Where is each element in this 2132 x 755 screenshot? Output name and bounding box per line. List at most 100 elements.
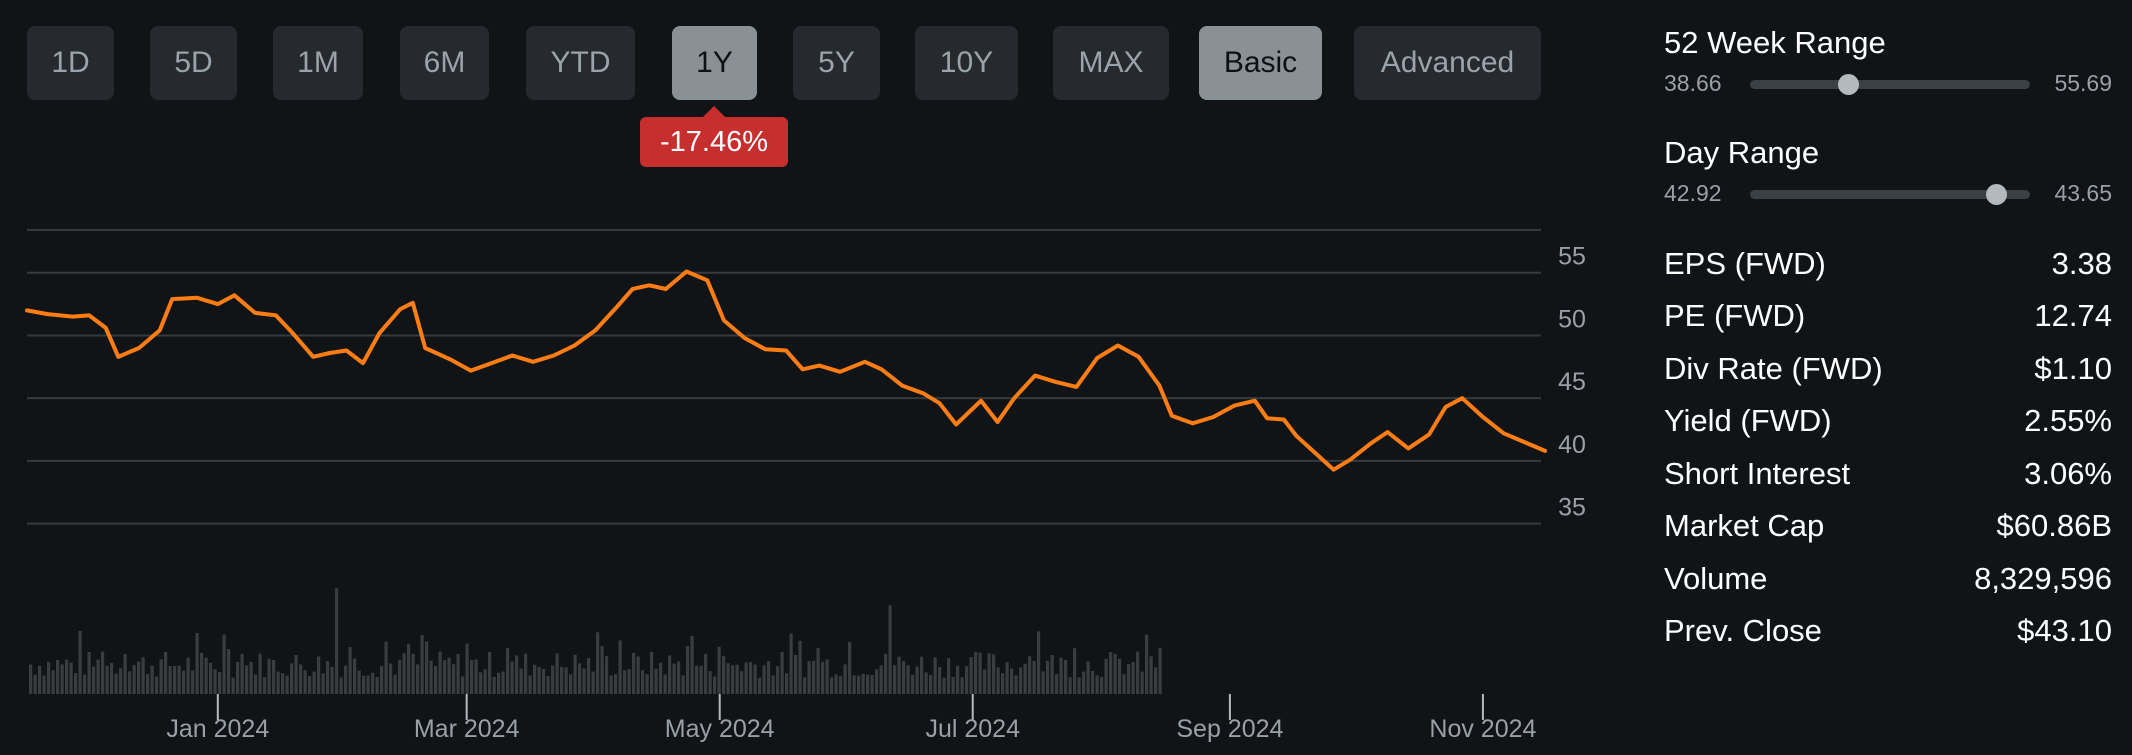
volume-bar [1068,677,1072,694]
volume-bar [339,677,343,694]
volume-bar [911,674,915,694]
volume-bar [969,657,973,694]
volume-bar [591,671,595,694]
volume-bar [78,630,82,694]
volume-bar [713,676,717,694]
volume-bar [240,653,244,694]
volume-bar [227,648,231,694]
volume-bar [452,664,456,694]
volume-bar [825,659,829,694]
stat-value: 8,329,596 [1974,561,2112,596]
volume-bar [915,666,919,694]
volume-bar [434,665,438,694]
volume-bar [164,652,168,694]
range-button-10y[interactable]: 10Y [915,26,1018,100]
stat-value: $43.10 [2017,613,2112,648]
range-button-1d[interactable]: 1D [27,26,114,100]
stat-label: Volume [1664,561,1768,596]
volume-bar [866,674,870,694]
volume-bar [1014,675,1018,694]
advanced-view-button[interactable]: Advanced [1354,26,1541,100]
range-button-ytd[interactable]: YTD [526,26,635,100]
volume-bar [1118,658,1122,694]
volume-bar [794,654,798,694]
volume-bar [1023,663,1027,694]
volume-bar [1113,653,1117,694]
volume-bar [600,645,604,694]
volume-bar [875,669,879,694]
volume-bar [1050,655,1054,694]
volume-bar [285,675,289,694]
volume-bar [672,663,676,694]
x-tick-label: Nov 2024 [1429,715,1536,743]
volume-bar [1041,671,1045,694]
volume-bar [627,669,631,694]
volume-bar [344,665,348,694]
volume-bar [960,677,964,694]
range-button-1m[interactable]: 1M [273,26,363,100]
week52-range-track [1750,74,2030,95]
volume-bar [348,647,352,694]
range-button-1y[interactable]: 1Y [672,26,757,100]
volume-bar [1086,661,1090,694]
volume-bar [681,675,685,694]
volume-bar [519,668,523,694]
volume-bar [1037,631,1041,694]
basic-view-button[interactable]: Basic [1199,26,1322,100]
volume-bar [497,672,501,694]
volume-bar [1154,667,1158,694]
volume-bar [947,658,951,694]
volume-bar [447,657,451,694]
volume-bar [1077,677,1081,694]
volume-bar [501,671,505,694]
range-button-5y[interactable]: 5Y [793,26,880,100]
volume-bar [236,661,240,694]
week52-low: 38.66 [1664,70,1722,96]
stat-label: Market Cap [1664,508,1825,543]
volume-bar [942,677,946,694]
volume-bar [546,676,550,694]
volume-bar [137,661,141,694]
volume-bar [623,670,627,694]
volume-bar [515,655,519,694]
volume-bar [141,657,145,694]
volume-bar [218,671,222,694]
volume-bar [740,671,744,694]
volume-bar [330,666,334,694]
volume-bar [834,674,838,694]
volume-bar [326,660,330,694]
volume-bar [1131,662,1135,694]
volume-bar [560,666,564,694]
stat-label: PE (FWD) [1664,298,1806,333]
volume-bar [920,656,924,694]
volume-bar [1059,657,1063,694]
volume-bar [843,664,847,694]
volume-bar [195,633,199,694]
volume-bar [276,671,280,694]
volume-bar [353,658,357,694]
volume-bar [992,654,996,694]
volume-bar [380,665,384,694]
volume-bar [767,661,771,694]
volume-bar [438,651,442,694]
volume-bar [906,665,910,694]
range-button-6m[interactable]: 6M [400,26,489,100]
stat-label: EPS (FWD) [1664,246,1826,281]
volume-bar [879,665,883,694]
volume-bar [146,674,150,694]
volume-bar [465,643,469,694]
volume-bar [47,661,51,694]
range-button-5d[interactable]: 5D [150,26,237,100]
volume-bar [542,668,546,694]
volume-bar [1028,656,1032,694]
volume-bar [209,662,213,694]
volume-bar [1158,647,1162,694]
range-button-max[interactable]: MAX [1053,26,1169,100]
volume-bar [839,676,843,694]
y-tick-label: 50 [1558,305,1586,333]
volume-bar [411,653,415,694]
stat-label: Short Interest [1664,456,1851,491]
volume-bar [1145,634,1149,694]
volume-bar [852,675,856,694]
stat-row-yield: Yield (FWD) 2.55% [1664,403,2112,447]
